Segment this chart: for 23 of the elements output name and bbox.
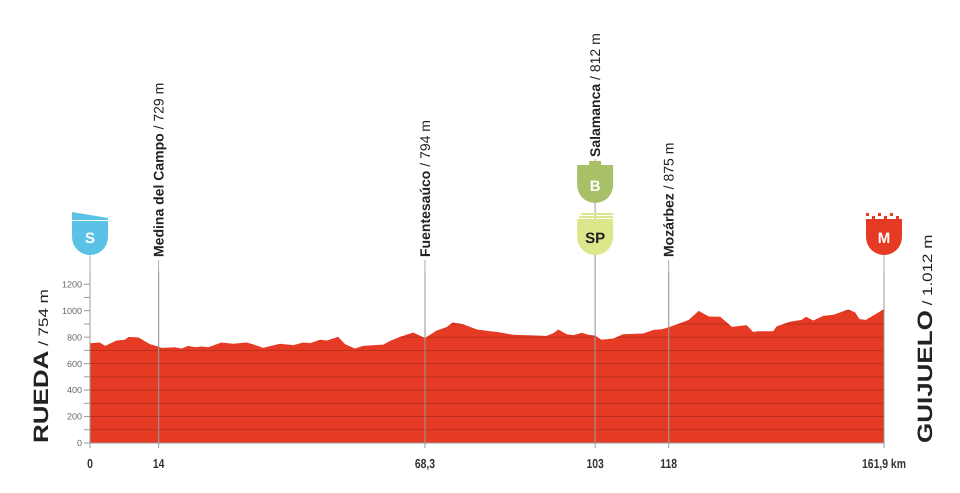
x-tick-label: 68,3 xyxy=(414,456,436,472)
annotation: S xyxy=(84,230,96,247)
text: GUIJUELO / 1.012 m xyxy=(913,234,936,443)
text: RUEDA / 754 m xyxy=(29,289,52,443)
x-tick-label: 118 xyxy=(660,456,678,472)
y-tick-label: 400 xyxy=(66,385,82,396)
y-tick-label: 0 xyxy=(76,438,82,448)
y-tick-label: 1000 xyxy=(62,306,82,316)
y-tick-label: 200 xyxy=(66,412,82,422)
x-tick-label: 0 xyxy=(87,456,94,472)
x-tick-label: 161,9 km xyxy=(862,456,906,472)
annotation: M xyxy=(878,230,890,247)
x-tick-label: 14 xyxy=(152,456,165,472)
ref-line-label: Fuentesaúco / 794 m xyxy=(416,120,433,257)
ref-line-label: Salamanca / 812 m xyxy=(587,33,604,157)
y-tick-label: 600 xyxy=(66,358,82,369)
ref-line-label: Mozárbez / 875 m xyxy=(660,142,677,257)
annotation: B xyxy=(590,178,601,195)
x-tick-label: 103 xyxy=(586,456,604,472)
y-tick-label: 800 xyxy=(66,332,82,342)
ref-line-label: Medina del Campo / 729 m xyxy=(150,82,167,257)
y-tick-label: 1200 xyxy=(62,279,82,290)
annotation: SP xyxy=(585,230,606,247)
